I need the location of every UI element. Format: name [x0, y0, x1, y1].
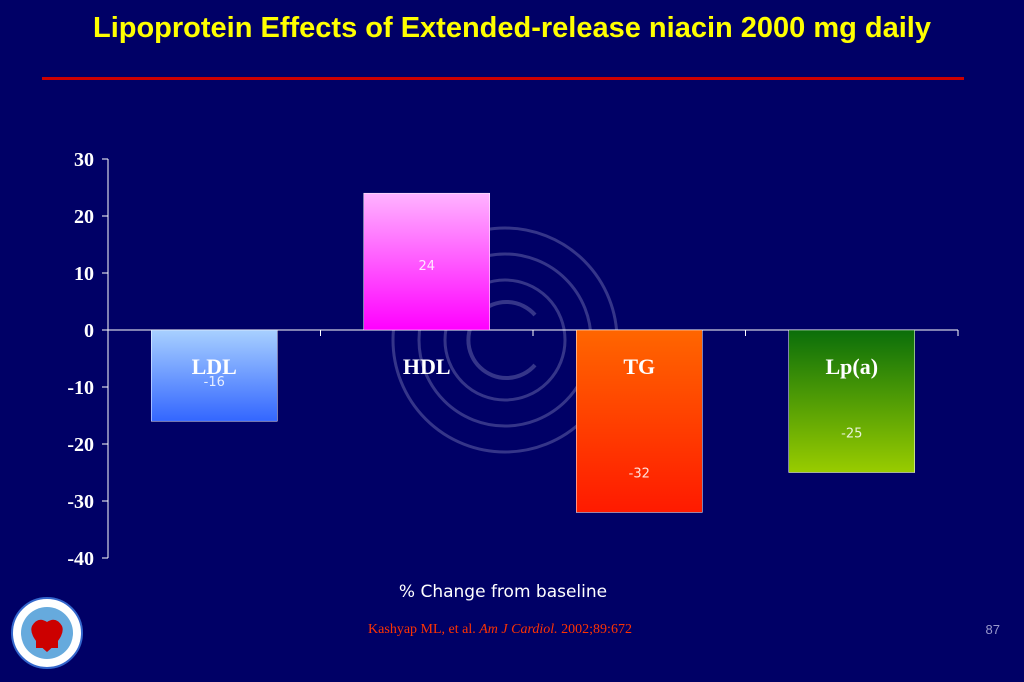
- y-tick-label: 10: [74, 263, 94, 285]
- bar-tg: [576, 329, 703, 513]
- citation-authors: Kashyap ML, et al.: [368, 622, 476, 637]
- data-label: -16: [204, 375, 225, 390]
- data-label: -32: [629, 466, 650, 481]
- bars: LDL-16 HDL 24 TG -32 Lp(a) -25: [151, 192, 915, 513]
- category-label: LDL: [192, 354, 237, 379]
- title-divider: [42, 77, 964, 80]
- data-label: -25: [841, 427, 862, 442]
- y-tick-label: 0: [84, 320, 94, 342]
- citation-details: 2002;89:672: [561, 622, 632, 637]
- y-tick-label: -30: [67, 491, 94, 513]
- citation: Kashyap ML, et al. Am J Cardiol. 2002;89…: [290, 622, 710, 638]
- data-label: 24: [418, 259, 435, 274]
- category-label: Lp(a): [825, 354, 878, 379]
- y-tick-label: -20: [67, 434, 94, 456]
- y-tick-label: -10: [67, 377, 94, 399]
- slide-title: Lipoprotein Effects of Extended-release …: [92, 12, 931, 44]
- cadi-research-foundation-logo: [11, 597, 83, 669]
- x-axis-title: % Change from baseline: [398, 582, 608, 602]
- y-tick-label: 30: [74, 149, 94, 171]
- page-number: 87: [985, 622, 1000, 637]
- category-label: TG: [623, 354, 655, 379]
- bar-hdl: [363, 192, 490, 331]
- y-tick-label: -40: [67, 548, 94, 570]
- y-tick-label: 20: [74, 206, 94, 228]
- citation-journal: Am J Cardiol.: [479, 622, 558, 637]
- bar-lpa: [788, 329, 915, 473]
- category-label: HDL: [403, 354, 451, 379]
- bar-ldl: [151, 329, 278, 422]
